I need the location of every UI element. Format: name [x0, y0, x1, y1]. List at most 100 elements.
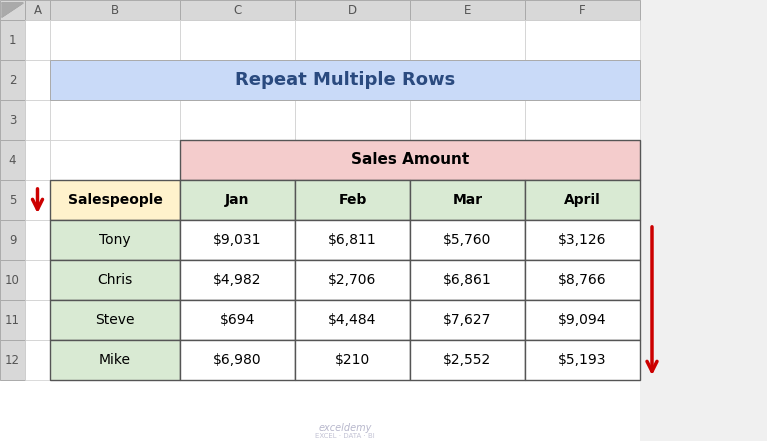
Bar: [25, 220, 50, 260]
Text: Salespeople: Salespeople: [67, 193, 163, 207]
Bar: [295, 60, 410, 100]
Bar: [0, 220, 25, 260]
Bar: [410, 300, 525, 340]
Bar: [180, 220, 295, 260]
Bar: [0, 60, 25, 100]
Bar: [50, 180, 180, 220]
Polygon shape: [2, 3, 23, 17]
Bar: [50, 60, 180, 100]
Bar: [180, 180, 295, 220]
Text: Sales Amount: Sales Amount: [351, 153, 469, 168]
Text: Tony: Tony: [99, 233, 131, 247]
Bar: [410, 260, 525, 300]
Text: D: D: [348, 4, 357, 16]
Text: 11: 11: [5, 314, 20, 326]
Bar: [50, 260, 180, 300]
Bar: [0, 0, 640, 441]
Bar: [410, 60, 525, 100]
Bar: [525, 340, 640, 380]
Text: 5: 5: [8, 194, 16, 206]
Bar: [525, 20, 640, 60]
Bar: [50, 300, 180, 340]
Text: A: A: [34, 4, 41, 16]
Bar: [180, 300, 295, 340]
Bar: [50, 220, 180, 260]
Bar: [410, 140, 525, 180]
Text: exceldemy: exceldemy: [318, 423, 372, 433]
Bar: [0, 300, 25, 340]
Bar: [295, 260, 410, 300]
Text: $6,861: $6,861: [443, 273, 492, 287]
Bar: [50, 140, 180, 180]
Bar: [295, 300, 410, 340]
Bar: [295, 20, 410, 60]
Bar: [180, 100, 295, 140]
Bar: [525, 260, 640, 300]
Bar: [525, 180, 640, 220]
Text: Chris: Chris: [97, 273, 133, 287]
Text: Mar: Mar: [453, 193, 482, 207]
Bar: [410, 0, 525, 20]
Text: Jan: Jan: [225, 193, 250, 207]
Bar: [50, 100, 180, 140]
Text: 9: 9: [8, 233, 16, 247]
Text: 4: 4: [8, 153, 16, 167]
Bar: [525, 220, 640, 260]
Bar: [525, 220, 640, 260]
Bar: [295, 220, 410, 260]
Bar: [180, 180, 295, 220]
Bar: [50, 260, 180, 300]
Bar: [525, 140, 640, 180]
Bar: [295, 300, 410, 340]
Text: $7,627: $7,627: [443, 313, 492, 327]
Bar: [50, 220, 180, 260]
Bar: [0, 180, 25, 220]
Bar: [295, 180, 410, 220]
Bar: [0, 0, 25, 20]
Text: Steve: Steve: [95, 313, 135, 327]
Bar: [25, 340, 50, 380]
Bar: [410, 20, 525, 60]
Text: Feb: Feb: [338, 193, 367, 207]
Bar: [525, 60, 640, 100]
Bar: [25, 140, 50, 180]
Text: 12: 12: [5, 354, 20, 366]
Text: Repeat Multiple Rows: Repeat Multiple Rows: [235, 71, 455, 89]
Text: 1: 1: [8, 34, 16, 46]
Bar: [25, 180, 50, 220]
Text: E: E: [464, 4, 471, 16]
Text: $5,760: $5,760: [443, 233, 492, 247]
Bar: [410, 340, 525, 380]
Bar: [180, 300, 295, 340]
Text: April: April: [564, 193, 601, 207]
Text: B: B: [111, 4, 119, 16]
Bar: [50, 300, 180, 340]
Bar: [50, 340, 180, 380]
Bar: [180, 260, 295, 300]
Bar: [25, 100, 50, 140]
Bar: [180, 340, 295, 380]
Bar: [50, 60, 640, 100]
Bar: [410, 300, 525, 340]
Bar: [410, 340, 525, 380]
Bar: [410, 180, 525, 220]
Bar: [295, 340, 410, 380]
Text: Mike: Mike: [99, 353, 131, 367]
Bar: [525, 300, 640, 340]
Bar: [180, 340, 295, 380]
Bar: [525, 180, 640, 220]
Bar: [525, 300, 640, 340]
Bar: [295, 340, 410, 380]
Bar: [25, 300, 50, 340]
Bar: [0, 100, 25, 140]
Bar: [410, 220, 525, 260]
Bar: [410, 100, 525, 140]
Bar: [180, 0, 295, 20]
Text: $6,980: $6,980: [213, 353, 262, 367]
Bar: [0, 20, 25, 60]
Bar: [410, 220, 525, 260]
Bar: [410, 180, 525, 220]
Text: F: F: [579, 4, 586, 16]
Bar: [50, 20, 180, 60]
Bar: [50, 0, 180, 20]
